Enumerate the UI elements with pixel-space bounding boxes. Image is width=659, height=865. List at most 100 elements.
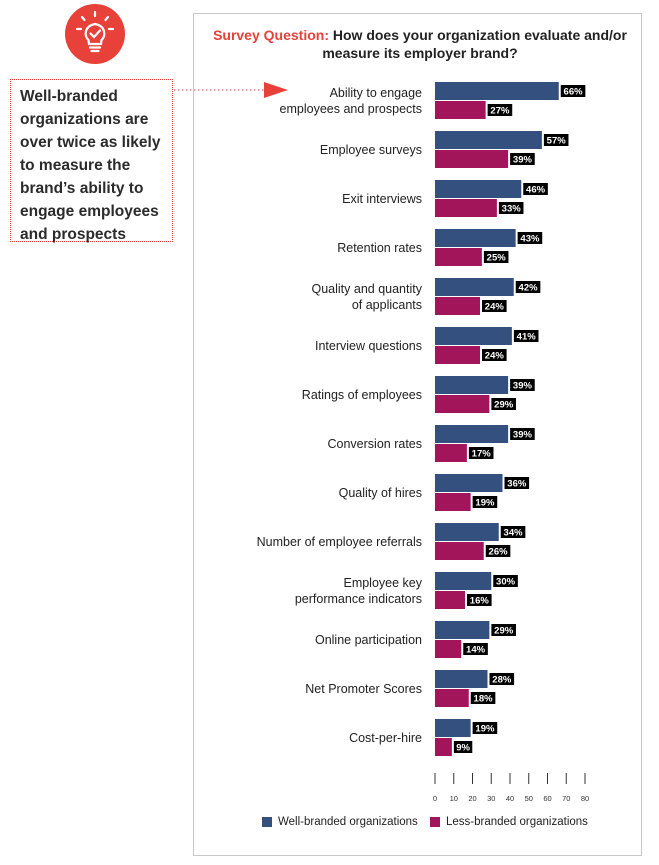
value-label-less: 33% bbox=[502, 204, 522, 215]
value-label-well-bg bbox=[513, 330, 539, 342]
value-label-less: 9% bbox=[456, 743, 470, 754]
value-label-well-bg bbox=[517, 232, 543, 244]
category-label: Cost-per-hire bbox=[349, 731, 422, 745]
value-label-less-bg bbox=[467, 594, 492, 606]
value-label-well: 39% bbox=[513, 430, 533, 441]
lightbulb-check-icon bbox=[65, 4, 125, 64]
chart-panel bbox=[193, 13, 642, 856]
value-label-less-bg bbox=[472, 496, 498, 508]
value-label-less-bg bbox=[483, 251, 509, 263]
bar-less bbox=[435, 640, 462, 658]
value-label-well: 66% bbox=[564, 87, 584, 98]
value-label-well-bg bbox=[472, 722, 498, 734]
legend-less: Less-branded organizations bbox=[430, 816, 588, 828]
legend-label-less: Less-branded organizations bbox=[446, 816, 588, 828]
value-label-less-bg bbox=[470, 692, 496, 704]
value-label-less: 24% bbox=[485, 351, 505, 362]
value-label-well-bg bbox=[504, 477, 530, 489]
legend-swatch-less bbox=[430, 817, 440, 827]
value-label-less-bg bbox=[468, 447, 494, 459]
bar-well bbox=[435, 670, 488, 688]
value-label-well: 41% bbox=[517, 332, 537, 343]
category-label: Quality and quantity of applicants bbox=[312, 282, 423, 312]
bar-well bbox=[435, 327, 512, 345]
bar-less bbox=[435, 738, 452, 756]
value-label-well-bg bbox=[560, 85, 586, 97]
value-label-well: 42% bbox=[519, 283, 539, 294]
x-tick-label: 60 bbox=[543, 794, 551, 803]
bar-well bbox=[435, 719, 471, 737]
value-label-less-bg bbox=[463, 643, 488, 655]
bar-less bbox=[435, 591, 465, 609]
bar-well bbox=[435, 229, 516, 247]
value-label-well: 30% bbox=[496, 577, 516, 588]
x-tick-label: 40 bbox=[506, 794, 514, 803]
bar-less bbox=[435, 150, 509, 168]
value-label-less: 27% bbox=[490, 106, 510, 117]
value-label-well: 43% bbox=[520, 234, 540, 245]
category-label: Ability to engage employees and prospects bbox=[280, 86, 422, 116]
value-label-well-bg bbox=[500, 526, 526, 538]
category-label: Employee surveys bbox=[320, 143, 422, 157]
value-label-less: 29% bbox=[494, 400, 514, 411]
value-label-well: 39% bbox=[513, 381, 533, 392]
value-label-less: 16% bbox=[470, 596, 490, 607]
bar-less bbox=[435, 248, 482, 266]
value-label-well-bg bbox=[489, 673, 515, 685]
value-label-less: 25% bbox=[487, 253, 507, 264]
value-label-less-bg bbox=[453, 741, 473, 753]
value-label-less-bg bbox=[482, 349, 507, 361]
category-label: Ratings of employees bbox=[302, 388, 422, 402]
bar-well bbox=[435, 376, 509, 394]
value-label-less: 17% bbox=[472, 449, 492, 460]
bar-well bbox=[435, 82, 559, 100]
value-label-well: 46% bbox=[526, 185, 546, 196]
bar-well bbox=[435, 523, 499, 541]
x-tick-label: 50 bbox=[525, 794, 533, 803]
category-label: Employee key performance indicators bbox=[295, 576, 423, 606]
category-label: Interview questions bbox=[315, 339, 422, 353]
value-label-well: 19% bbox=[475, 724, 495, 735]
value-label-less-bg bbox=[510, 153, 535, 165]
bar-well bbox=[435, 278, 514, 296]
bar-well bbox=[435, 572, 492, 590]
value-label-well-bg bbox=[523, 183, 548, 195]
title-text: How does your organization evaluate and/… bbox=[322, 27, 627, 61]
category-label: Retention rates bbox=[337, 241, 422, 255]
bar-less bbox=[435, 199, 497, 217]
value-label-well: 29% bbox=[494, 626, 514, 637]
x-tick-label: 80 bbox=[581, 794, 589, 803]
value-label-less-bg bbox=[487, 104, 513, 116]
bar-less bbox=[435, 395, 490, 413]
value-label-well: 34% bbox=[504, 528, 524, 539]
value-label-well-bg bbox=[515, 281, 541, 293]
x-tick-label: 30 bbox=[487, 794, 495, 803]
value-label-less-bg bbox=[482, 300, 507, 312]
chart-title: Survey Question: How does your organizat… bbox=[200, 26, 640, 62]
value-label-less-bg bbox=[498, 202, 524, 214]
category-label: Quality of hires bbox=[339, 486, 422, 500]
value-label-well-bg bbox=[493, 575, 518, 587]
value-label-less-bg bbox=[485, 545, 511, 557]
value-label-well-bg bbox=[491, 624, 516, 636]
bar-less bbox=[435, 444, 467, 462]
category-label: Net Promoter Scores bbox=[305, 682, 422, 696]
callout-arrow bbox=[174, 82, 288, 98]
value-label-less: 18% bbox=[474, 694, 494, 705]
callout-box: Well-branded organizations are over twic… bbox=[10, 79, 173, 243]
bar-less bbox=[435, 493, 471, 511]
legend-label-well: Well-branded organizations bbox=[278, 816, 418, 828]
bar-well bbox=[435, 425, 509, 443]
value-label-well-bg bbox=[510, 428, 535, 440]
x-tick-label: 10 bbox=[450, 794, 458, 803]
legend-well: Well-branded organizations bbox=[262, 816, 418, 828]
bar-well bbox=[435, 474, 503, 492]
callout-text: Well-branded organizations are over twic… bbox=[20, 88, 161, 243]
value-label-less: 19% bbox=[475, 498, 495, 509]
bar-well bbox=[435, 180, 522, 198]
value-label-less: 24% bbox=[485, 302, 505, 313]
legend-swatch-well bbox=[262, 817, 272, 827]
bar-less bbox=[435, 689, 469, 707]
category-label: Online participation bbox=[315, 633, 422, 647]
